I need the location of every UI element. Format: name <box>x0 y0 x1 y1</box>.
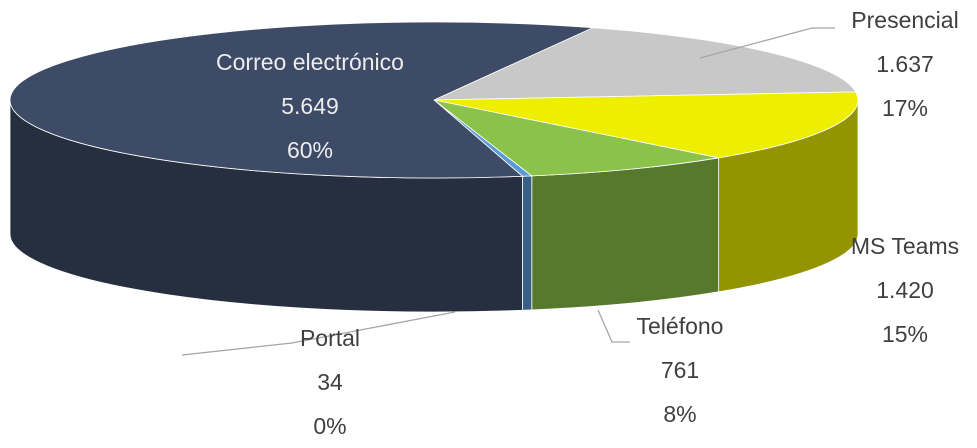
slice-top <box>433 27 857 101</box>
category-label: Portal <box>300 325 360 351</box>
value-label: 1.420 <box>876 277 934 303</box>
value-label: 5.649 <box>281 93 339 119</box>
side-faces <box>9 99 859 313</box>
percent-label: 15% <box>882 321 928 347</box>
category-label: Teléfono <box>637 313 724 339</box>
slice-top <box>433 99 719 177</box>
value-label: 34 <box>317 369 343 395</box>
percent-label: 8% <box>663 401 696 427</box>
slice-top <box>433 91 859 159</box>
leader-line <box>181 311 456 356</box>
percent-label: 60% <box>287 137 333 163</box>
slice-top <box>9 21 593 179</box>
category-label: Correo electrónico <box>216 49 404 75</box>
percent-label: 17% <box>882 95 928 121</box>
value-label: 761 <box>661 357 699 383</box>
percent-label: 0% <box>313 413 346 439</box>
top-faces <box>9 21 859 179</box>
leader-line <box>699 27 835 59</box>
slice-side <box>531 157 720 311</box>
slice-side <box>522 175 533 311</box>
leader-line <box>597 309 630 343</box>
value-label: 1.637 <box>876 51 934 77</box>
category-label: MS Teams <box>851 233 959 259</box>
category-label: Presencial <box>851 7 958 33</box>
